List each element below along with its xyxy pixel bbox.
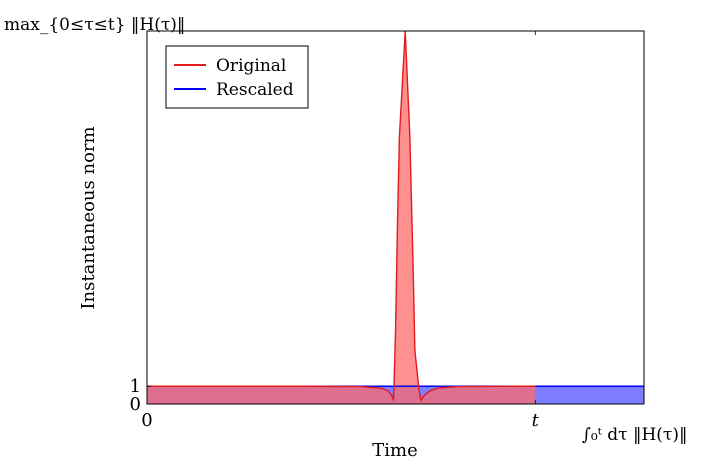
legend-box xyxy=(165,45,309,109)
y-tick-label-1: 1 xyxy=(130,376,141,397)
legend-label-original: Original xyxy=(216,56,286,76)
x-tick-label-1: t xyxy=(532,410,540,431)
series-lines xyxy=(147,30,644,403)
y-tick-label-0: 0 xyxy=(130,394,141,415)
y-axis-label: Instantaneous norm xyxy=(78,126,99,309)
series-areas xyxy=(147,31,644,404)
line-original xyxy=(147,30,536,403)
legend: Original Rescaled xyxy=(165,45,309,109)
x-integral-label: ∫₀ᵗ dτ ‖H(τ)‖ xyxy=(582,425,687,445)
axis-ticks: 0 t 01 xyxy=(130,31,540,431)
x-axis-label: Time xyxy=(372,440,417,461)
legend-label-rescaled: Rescaled xyxy=(216,80,294,100)
x-tick-label-0: 0 xyxy=(141,410,152,431)
plot-frame xyxy=(146,30,645,405)
y-max-label: max_{0≤τ≤t} ‖H(τ)‖ xyxy=(4,15,185,35)
